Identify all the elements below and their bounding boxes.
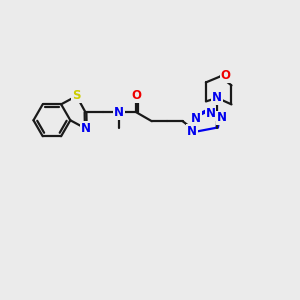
Text: N: N (217, 111, 227, 124)
Text: N: N (212, 92, 222, 104)
Text: N: N (191, 112, 201, 125)
Text: N: N (206, 107, 215, 120)
Text: N: N (187, 125, 196, 138)
Text: N: N (81, 122, 91, 135)
Text: S: S (72, 89, 81, 103)
Text: N: N (114, 106, 124, 119)
Text: O: O (220, 69, 230, 82)
Text: O: O (131, 88, 141, 102)
